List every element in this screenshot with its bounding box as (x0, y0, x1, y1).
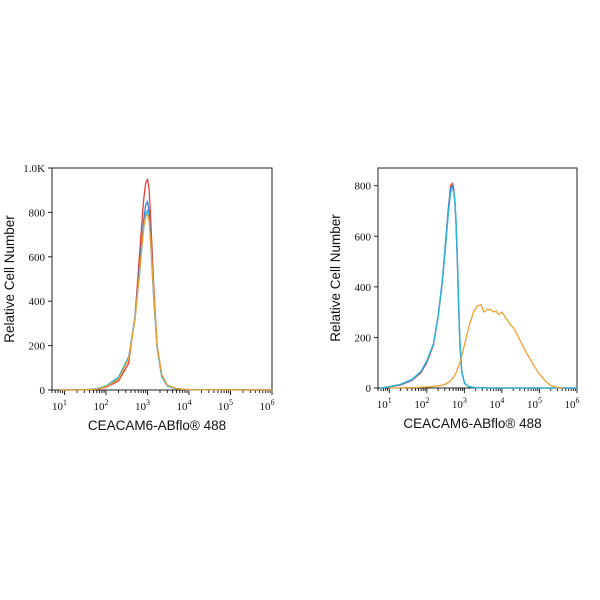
y-tick-label: 800 (355, 181, 372, 193)
x-tick-base: 10 (527, 399, 539, 411)
x-tick-label: 106 (565, 396, 580, 411)
x-tick-label: 106 (260, 398, 275, 413)
histogram-series-line (380, 185, 578, 389)
x-tick-exponent: 2 (425, 396, 429, 405)
y-tick-label: 400 (29, 296, 46, 308)
x-tick-label: 104 (176, 398, 191, 413)
histogram-series-line (59, 209, 273, 391)
x-tick-label: 101 (377, 396, 392, 411)
y-tick-label: 0 (366, 383, 372, 395)
x-tick-exponent: 3 (146, 398, 150, 407)
x-axis-title: CEACAM6-ABflo® 488 (88, 418, 226, 433)
x-tick-base: 10 (414, 399, 426, 411)
x-tick-exponent: 1 (63, 398, 67, 407)
x-tick-exponent: 2 (104, 398, 108, 407)
x-tick-label: 103 (452, 396, 467, 411)
x-tick-base: 10 (135, 401, 147, 413)
x-tick-label: 102 (414, 396, 429, 411)
x-tick-label: 104 (489, 396, 504, 411)
right-histogram-panel: 101 102 103 104 105 1060200400600800CEACAM6-A… (328, 167, 580, 431)
plot-frame (377, 167, 578, 389)
y-axis-title: Relative Cell Number (328, 214, 343, 342)
y-tick-label: 600 (29, 252, 46, 264)
x-tick-label: 105 (218, 398, 233, 413)
histogram-series-line (59, 200, 273, 391)
x-tick-exponent: 1 (388, 396, 392, 405)
x-tick-exponent: 5 (229, 398, 233, 407)
x-tick-label: 103 (135, 398, 150, 413)
histogram-series-line (59, 178, 273, 391)
x-tick-base: 10 (260, 401, 272, 413)
y-tick-label: 800 (29, 207, 46, 219)
x-tick-exponent: 6 (576, 396, 580, 405)
x-tick-label: 101 (52, 398, 67, 413)
x-tick-base: 10 (93, 401, 105, 413)
y-tick-label: 600 (355, 231, 372, 243)
x-tick-base: 10 (452, 399, 464, 411)
histogram-series-line (380, 182, 578, 389)
y-tick-label: 400 (355, 282, 372, 294)
x-tick-base: 10 (565, 399, 577, 411)
x-tick-exponent: 4 (187, 398, 191, 407)
y-tick-label: 200 (355, 332, 372, 344)
x-axis-title: CEACAM6-ABflo® 488 (403, 416, 541, 431)
histogram-series-line (388, 303, 563, 389)
x-tick-base: 10 (489, 399, 501, 411)
y-tick-label: 1.0K (23, 163, 45, 175)
x-tick-label: 105 (527, 396, 542, 411)
x-tick-exponent: 6 (271, 398, 275, 407)
y-axis-title: Relative Cell Number (2, 215, 17, 343)
y-tick-label: 200 (29, 341, 46, 353)
x-tick-base: 10 (377, 399, 389, 411)
left-histogram-panel: 101 102 103 104 105 10602004006008001.0KCEACA… (2, 163, 275, 433)
x-tick-base: 10 (176, 401, 188, 413)
x-tick-exponent: 3 (463, 396, 467, 405)
x-tick-base: 10 (218, 401, 230, 413)
histogram-series-line (59, 213, 273, 391)
x-tick-exponent: 4 (500, 396, 504, 405)
x-tick-exponent: 5 (538, 396, 542, 405)
x-tick-label: 102 (93, 398, 108, 413)
x-tick-base: 10 (52, 401, 64, 413)
histogram-series-line (380, 187, 578, 389)
y-tick-label: 0 (40, 385, 46, 397)
plot-frame (51, 167, 273, 391)
